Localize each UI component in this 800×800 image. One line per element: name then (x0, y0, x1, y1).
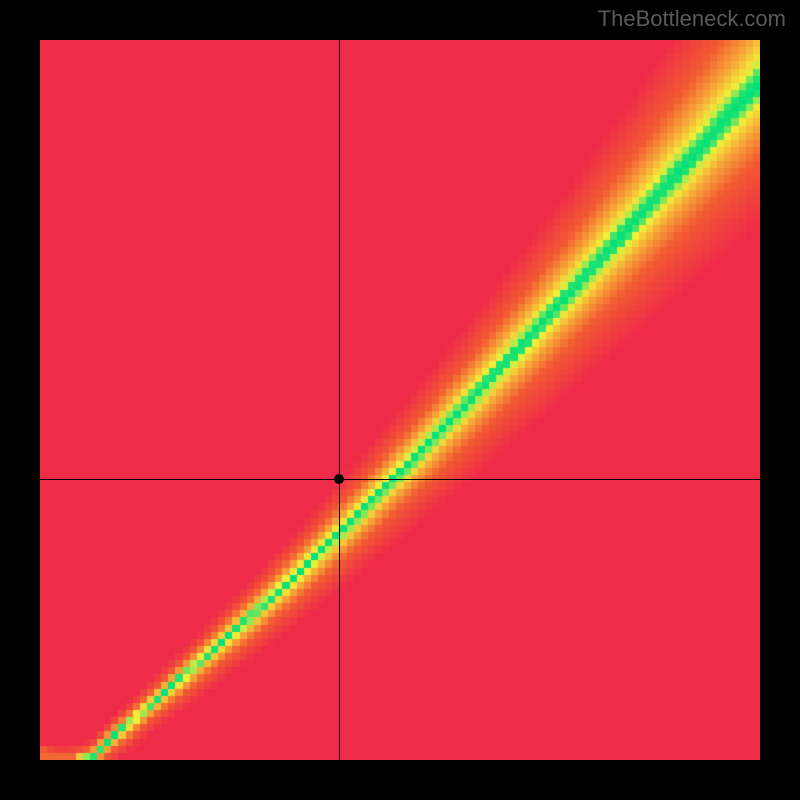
crosshair-vertical (339, 40, 340, 760)
crosshair-horizontal (40, 479, 760, 480)
crosshair-marker (334, 474, 344, 484)
heatmap-canvas (40, 40, 760, 760)
watermark-text: TheBottleneck.com (598, 6, 786, 32)
heatmap-plot (40, 40, 760, 760)
